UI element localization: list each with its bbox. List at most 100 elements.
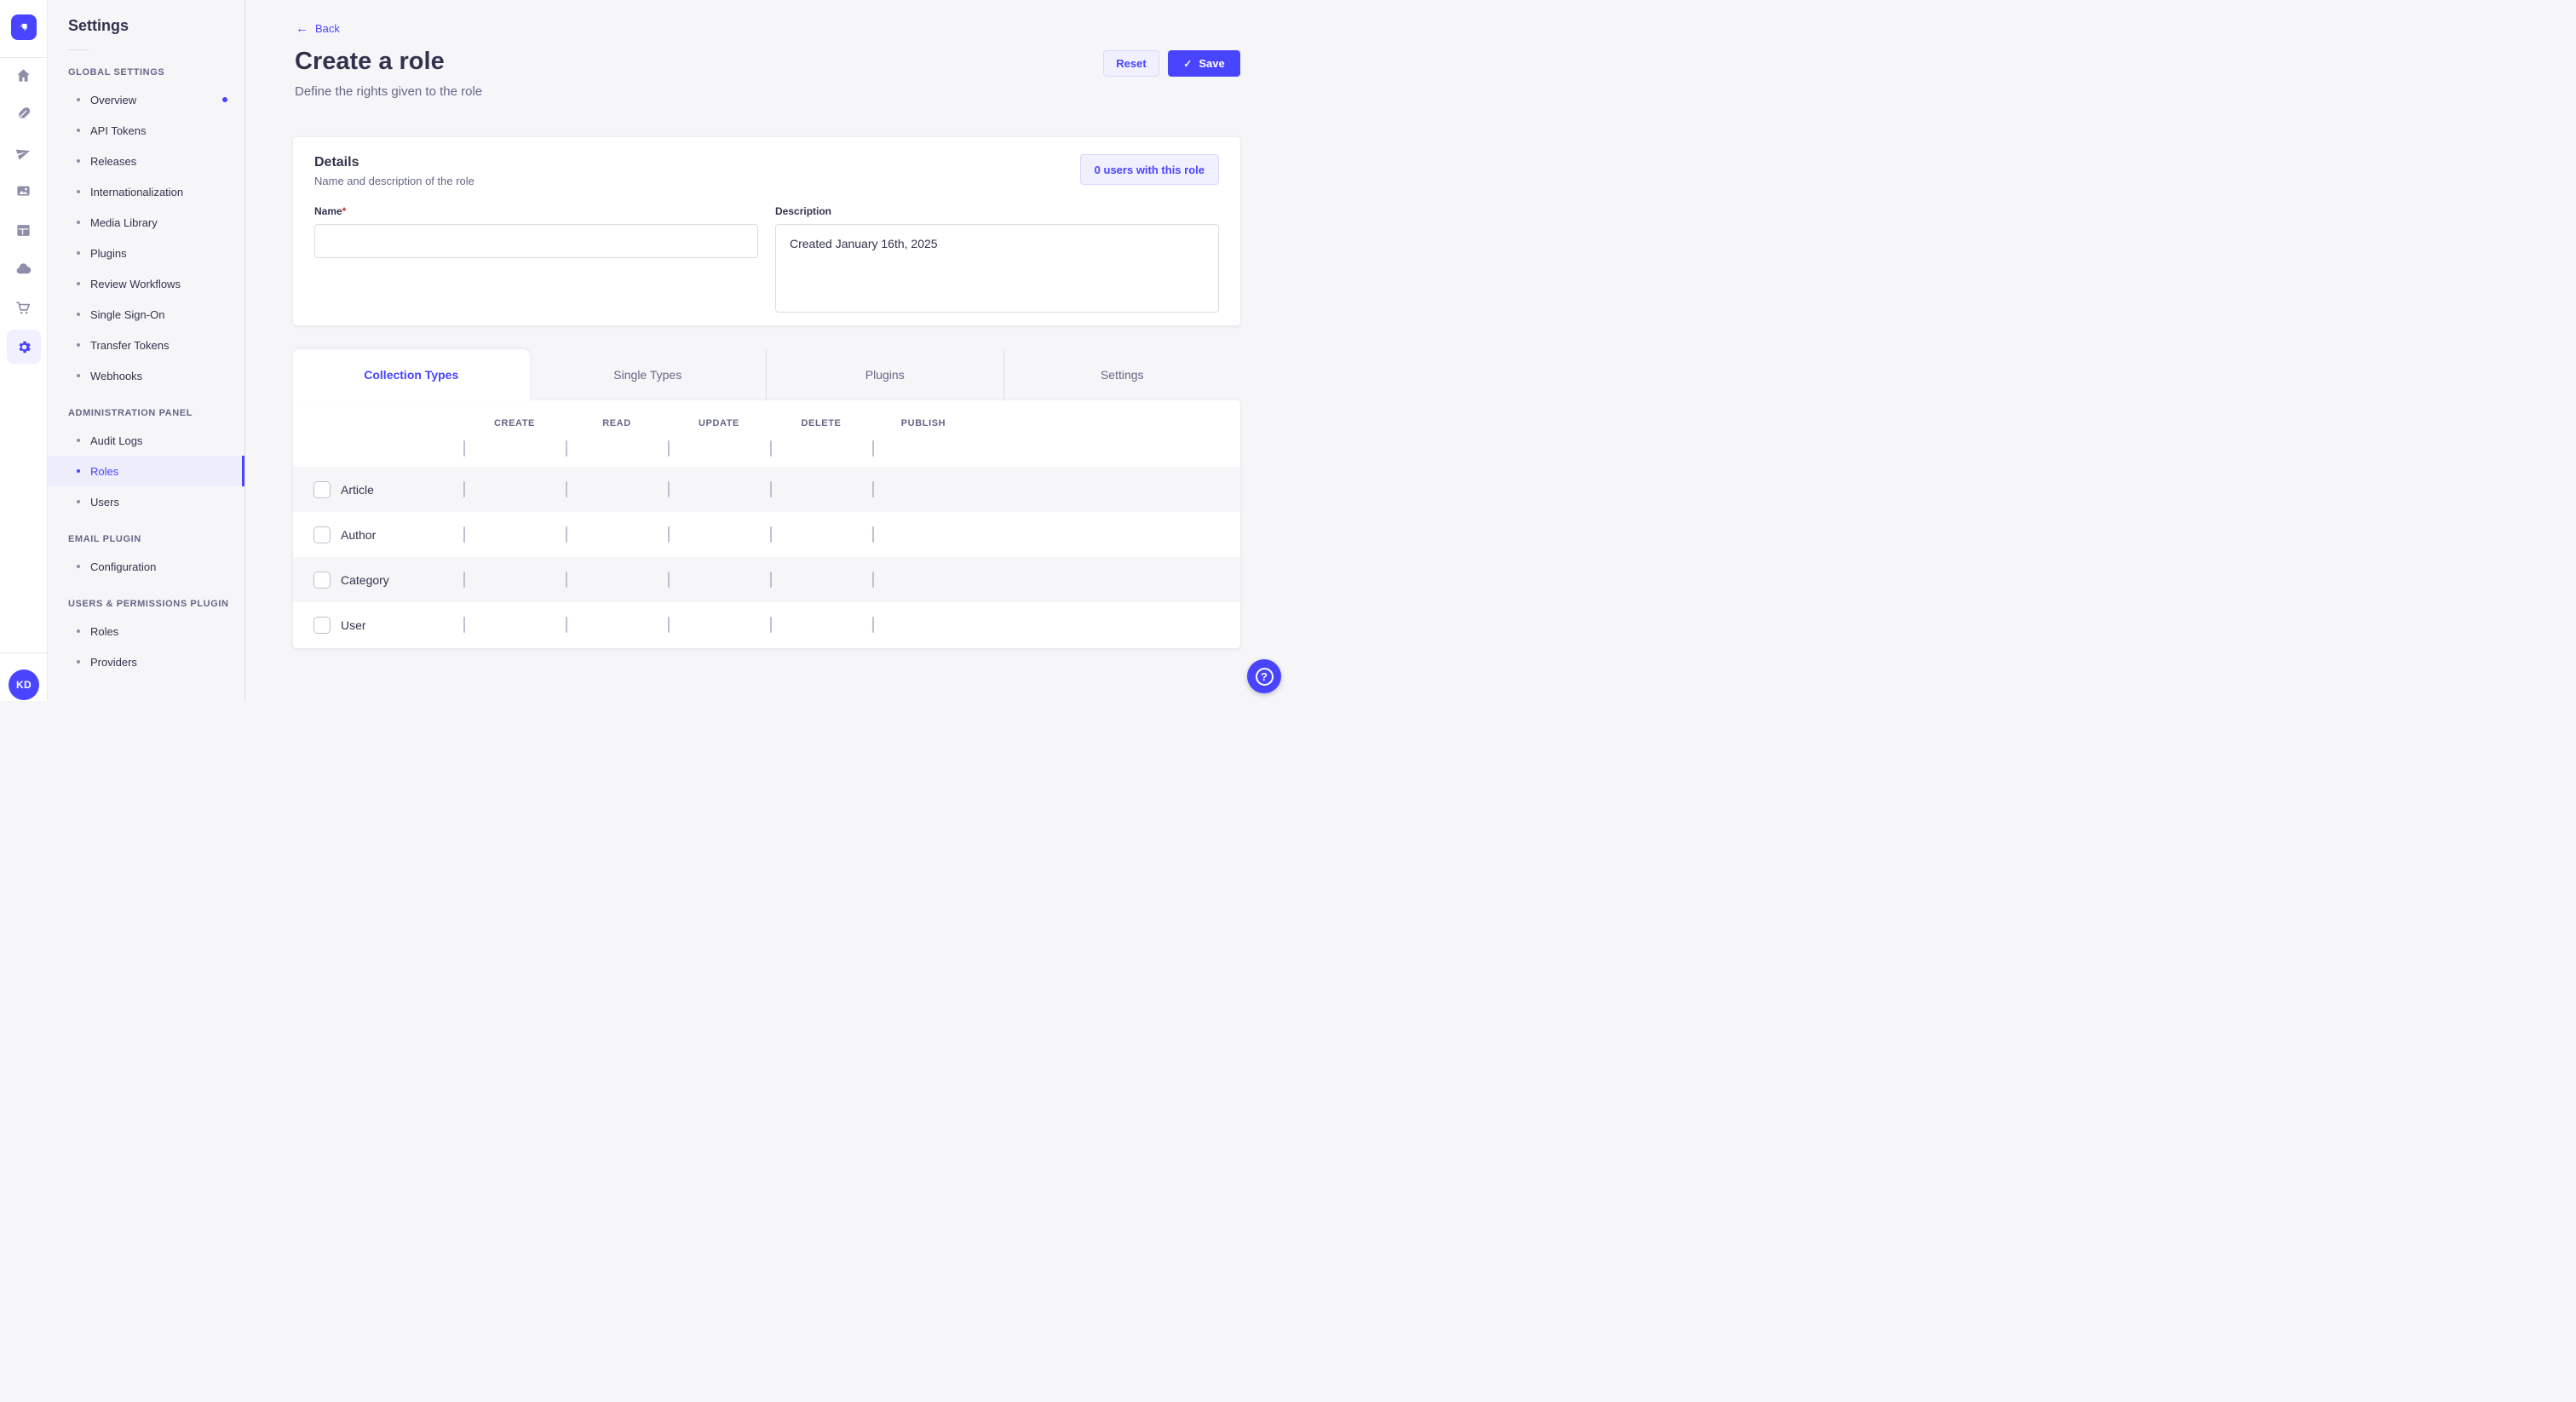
bullet-icon	[77, 629, 80, 633]
bullet-icon	[77, 313, 80, 316]
sidebar-item-media-library[interactable]: Media Library	[48, 207, 244, 238]
user-create-checkbox[interactable]	[463, 616, 465, 633]
content-type-builder-send-icon[interactable]	[15, 144, 32, 161]
settings-sidebar: Settings GLOBAL SETTINGS Overview API To…	[48, 0, 245, 701]
sidebar-item-providers[interactable]: Providers	[48, 646, 244, 677]
bullet-icon	[77, 343, 80, 347]
rail-divider-top	[0, 57, 47, 58]
name-label: Name*	[314, 205, 347, 217]
page-title: Create a role	[295, 48, 445, 75]
bullet-icon	[77, 129, 80, 132]
author-read-checkbox[interactable]	[566, 526, 567, 543]
marketplace-cart-icon[interactable]	[15, 299, 32, 316]
article-create-checkbox[interactable]	[463, 480, 465, 497]
back-label: Back	[315, 22, 340, 35]
tab-single-types[interactable]: Single Types	[613, 368, 682, 382]
select-all-delete-checkbox[interactable]	[770, 440, 772, 457]
layout-panel-icon[interactable]	[15, 221, 32, 238]
strapi-logo-icon	[20, 23, 27, 32]
author-create-checkbox[interactable]	[463, 526, 465, 543]
row-label: Article	[341, 482, 374, 497]
strapi-logo[interactable]	[11, 14, 37, 40]
bullet-icon	[77, 469, 80, 473]
sidebar-item-roles-admin[interactable]: Roles	[48, 456, 244, 486]
sidebar-item-webhooks[interactable]: Webhooks	[48, 360, 244, 391]
sidebar-item-single-sign-on[interactable]: Single Sign-On	[48, 299, 244, 330]
author-update-checkbox[interactable]	[668, 526, 670, 543]
category-create-checkbox[interactable]	[463, 571, 465, 588]
tab-collection-types[interactable]: Collection Types	[293, 349, 530, 400]
category-publish-checkbox[interactable]	[872, 571, 874, 588]
author-publish-checkbox[interactable]	[872, 526, 874, 543]
deploy-cloud-icon[interactable]	[15, 261, 32, 278]
sidebar-item-roles-up[interactable]: Roles	[48, 616, 244, 646]
article-delete-checkbox[interactable]	[770, 480, 772, 497]
permission-row-category: Category	[293, 557, 1240, 602]
sidebar-item-configuration[interactable]: Configuration	[48, 551, 244, 582]
select-all-create-checkbox[interactable]	[463, 440, 465, 457]
permission-row-user: User	[293, 602, 1240, 647]
row-checkbox-category[interactable]	[313, 571, 331, 589]
rail-divider-bottom	[0, 652, 47, 653]
user-read-checkbox[interactable]	[566, 616, 567, 633]
article-update-checkbox[interactable]	[668, 480, 670, 497]
column-header-create: CREATE	[493, 418, 535, 428]
sidebar-item-review-workflows[interactable]: Review Workflows	[48, 268, 244, 299]
name-input[interactable]	[314, 224, 758, 258]
tab-plugins[interactable]: Plugins	[766, 349, 1003, 400]
save-button[interactable]: ✓ Save	[1168, 50, 1240, 77]
article-read-checkbox[interactable]	[566, 480, 567, 497]
details-subtitle: Name and description of the role	[314, 175, 474, 187]
bullet-icon	[77, 190, 80, 193]
user-update-checkbox[interactable]	[668, 616, 670, 633]
row-checkbox-article[interactable]	[313, 480, 331, 498]
settings-gear-icon[interactable]	[7, 330, 41, 364]
sidebar-item-overview[interactable]: Overview	[48, 84, 244, 115]
bullet-icon	[77, 221, 80, 224]
category-read-checkbox[interactable]	[566, 571, 567, 588]
category-update-checkbox[interactable]	[668, 571, 670, 588]
section-email-plugin: EMAIL PLUGIN	[68, 534, 141, 544]
home-icon[interactable]	[15, 66, 32, 83]
permissions-tab-list: Collection Types Single Types Plugins Se…	[293, 349, 1240, 400]
details-fields-row: Name* Description Created January 16th, …	[314, 204, 1219, 317]
sidebar-item-transfer-tokens[interactable]: Transfer Tokens	[48, 330, 244, 360]
sidebar-item-internationalization[interactable]: Internationalization	[48, 176, 244, 207]
sidebar-item-plugins[interactable]: Plugins	[48, 238, 244, 268]
permissions-panel: CREATE READ UPDATE DELETE PUBLISH Art	[293, 400, 1240, 648]
category-delete-checkbox[interactable]	[770, 571, 772, 588]
user-avatar[interactable]: KD	[9, 669, 39, 700]
name-field-group: Name*	[314, 204, 758, 317]
bullet-icon	[77, 500, 80, 503]
description-textarea[interactable]: Created January 16th, 2025	[775, 224, 1219, 313]
bullet-icon	[77, 374, 80, 377]
description-field-group: Description Created January 16th, 2025	[775, 204, 1219, 317]
check-icon: ✓	[1183, 57, 1193, 70]
row-checkbox-user[interactable]	[313, 616, 331, 634]
sidebar-item-audit-logs[interactable]: Audit Logs	[48, 425, 244, 456]
help-button[interactable]: ?	[1247, 659, 1281, 693]
bullet-icon	[77, 98, 80, 101]
user-publish-checkbox[interactable]	[872, 616, 874, 633]
select-all-read-checkbox[interactable]	[566, 440, 567, 457]
user-delete-checkbox[interactable]	[770, 616, 772, 633]
sidebar-item-users[interactable]: Users	[48, 486, 244, 517]
details-card: Details Name and description of the role…	[293, 137, 1240, 325]
permission-row-author: Author	[293, 512, 1240, 557]
article-publish-checkbox[interactable]	[872, 480, 874, 497]
row-checkbox-author[interactable]	[313, 526, 331, 543]
reset-button[interactable]: Reset	[1103, 50, 1159, 77]
tab-settings[interactable]: Settings	[1003, 349, 1241, 400]
section-administration-panel: ADMINISTRATION PANEL	[68, 408, 193, 418]
back-link[interactable]: ← Back	[296, 22, 340, 35]
column-header-publish: PUBLISH	[900, 418, 946, 428]
sidebar-item-api-tokens[interactable]: API Tokens	[48, 115, 244, 146]
sidebar-item-releases[interactable]: Releases	[48, 146, 244, 176]
users-with-role-button[interactable]: 0 users with this role	[1079, 154, 1219, 185]
media-library-images-icon[interactable]	[15, 182, 32, 199]
column-header-update: UPDATE	[698, 418, 739, 428]
select-all-update-checkbox[interactable]	[668, 440, 670, 457]
author-delete-checkbox[interactable]	[770, 526, 772, 543]
content-manager-feather-icon[interactable]	[15, 105, 32, 122]
select-all-publish-checkbox[interactable]	[872, 440, 874, 457]
